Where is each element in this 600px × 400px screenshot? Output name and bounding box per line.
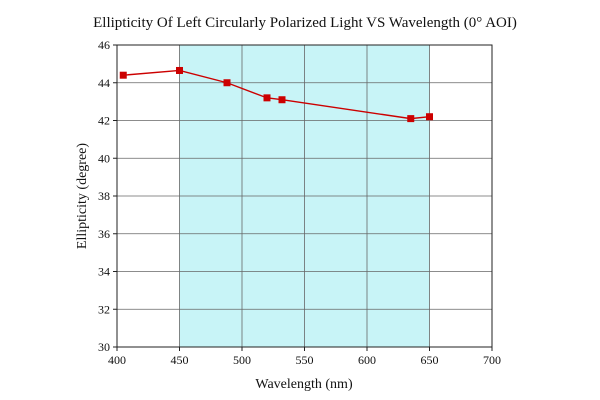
- data-point: [426, 113, 433, 121]
- x-tick-label: 650: [421, 353, 439, 367]
- x-tick-label: 450: [171, 353, 189, 367]
- x-tick-label: 400: [108, 353, 126, 367]
- y-tick-label: 42: [98, 114, 110, 128]
- y-tick-label: 36: [98, 227, 110, 241]
- y-tick-label: 34: [98, 265, 110, 279]
- x-tick-label: 700: [483, 353, 501, 367]
- y-axis-title: Ellipticity (degree): [75, 143, 90, 249]
- x-tick-label: 550: [296, 353, 314, 367]
- data-point: [176, 66, 183, 74]
- x-axis-title: Wavelength (nm): [255, 377, 353, 392]
- chart-title: Ellipticity Of Left Circularly Polarized…: [93, 15, 517, 31]
- y-tick-label: 46: [98, 38, 110, 52]
- y-tick-label: 44: [98, 76, 110, 90]
- data-point: [119, 71, 127, 79]
- y-tick-label: 30: [98, 340, 110, 354]
- x-tick-label: 600: [358, 353, 376, 367]
- y-tick-label: 32: [98, 302, 110, 316]
- y-tick-label: 40: [98, 151, 110, 165]
- data-point: [407, 115, 415, 123]
- plot-area: 400 450 500 550 600 650 700 30 32 34 36 38 40 42 44 46: [98, 38, 501, 367]
- data-point: [278, 96, 286, 104]
- y-tick-label: 38: [98, 189, 110, 203]
- data-point: [263, 94, 271, 102]
- x-tick-label: 500: [233, 353, 251, 367]
- data-point: [223, 79, 231, 87]
